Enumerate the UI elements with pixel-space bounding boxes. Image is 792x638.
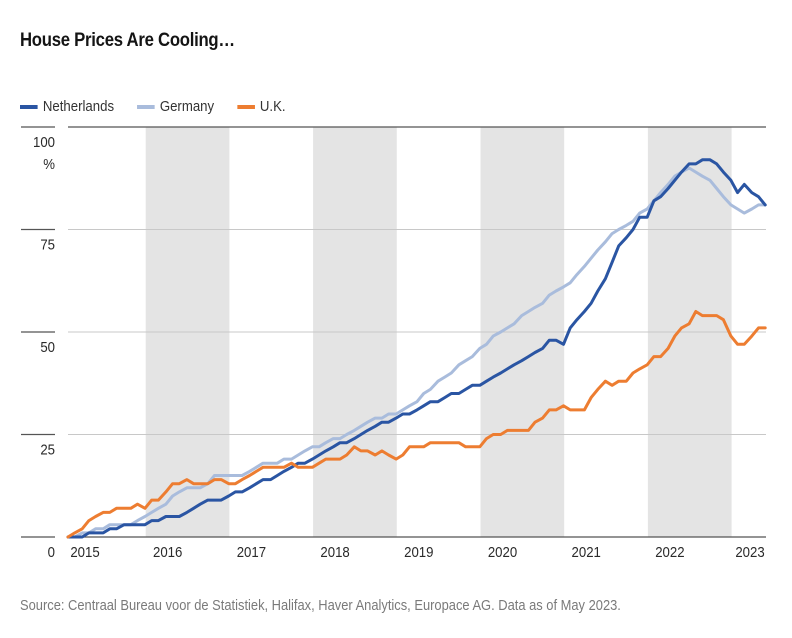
- y-tick-label: 0: [48, 543, 55, 560]
- legend-item-germany: Germany: [136, 98, 215, 115]
- source-note: Source: Centraal Bureau voor de Statisti…: [20, 597, 621, 614]
- legend: Netherlands Germany U.K.: [20, 98, 308, 115]
- y-unit-label: %: [43, 155, 55, 172]
- legend-swatch-netherlands: [20, 104, 38, 109]
- x-tick-label: 2021: [572, 543, 601, 560]
- legend-swatch-germany: [136, 104, 155, 109]
- chart-title: House Prices Are Cooling…: [20, 30, 235, 51]
- x-tick-label: 2019: [404, 543, 433, 560]
- y-tick-label: 25: [40, 441, 55, 458]
- legend-swatch-uk: [236, 104, 255, 109]
- series-line-uk: [66, 310, 767, 539]
- legend-label-germany: Germany: [159, 98, 215, 115]
- x-axis: 2015 2016 2017 2018 2019 2020 2021 2022 2023: [70, 543, 764, 560]
- x-tick-label: 2022: [655, 543, 684, 560]
- series-line-netherlands: [66, 158, 767, 539]
- y-axis: 0 25 50 75 100%: [21, 126, 55, 560]
- series-line-germany: [66, 166, 767, 539]
- x-tick-label: 2017: [237, 543, 266, 560]
- legend-label-uk: U.K.: [259, 98, 286, 115]
- y-tick-label: 100: [33, 133, 55, 150]
- x-tick-label: 2020: [488, 543, 517, 560]
- legend-item-netherlands: Netherlands: [20, 98, 114, 115]
- x-tick-label: 2018: [320, 543, 349, 560]
- x-tick-label: 2016: [153, 543, 182, 560]
- y-tick-label: 50: [40, 338, 55, 355]
- legend-label-netherlands: Netherlands: [42, 98, 115, 115]
- x-tick-label: 2023: [735, 543, 764, 560]
- series-lines: [66, 158, 767, 539]
- legend-item-uk: U.K.: [236, 98, 286, 115]
- y-tick-label: 75: [40, 236, 55, 253]
- gridlines: [68, 126, 766, 538]
- x-tick-label: 2015: [70, 543, 99, 560]
